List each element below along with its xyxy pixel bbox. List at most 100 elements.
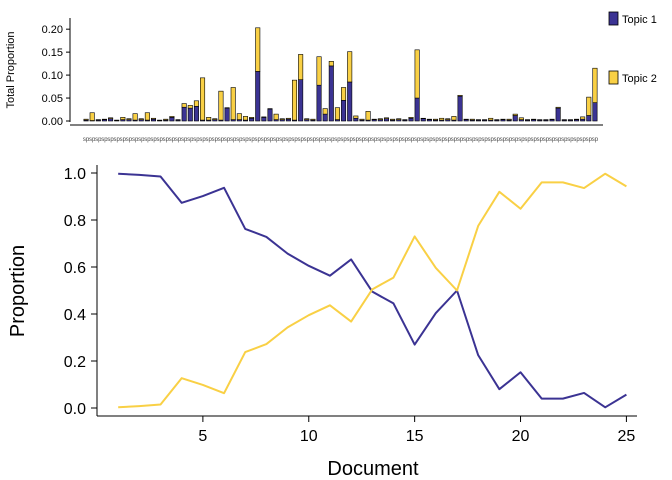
top-x-tick-label: sp [218, 137, 225, 143]
bar-topic2-segment [292, 79, 298, 121]
top-x-tick-label: sp [107, 137, 114, 143]
bottom-y-axis-label: Proportion [7, 245, 29, 337]
bar-topic2-segment [150, 117, 157, 120]
bar-topic2-segment [316, 56, 322, 86]
bottom-line-chart: 0.00.20.40.60.81.0 5 10 15 20 25 Proportion … [7, 165, 637, 480]
bar-topic2-segment [285, 117, 291, 120]
top-x-tick-label: sp [273, 137, 280, 143]
bar-topic2-segment [120, 117, 126, 120]
bar-topic2-segment [273, 113, 279, 120]
legend-swatch-topic1 [608, 11, 619, 26]
top-y-tick-label: 0.10 [42, 70, 63, 82]
top-x-tick-label: sp [561, 137, 568, 143]
top-x-tick-label: sp [530, 137, 537, 143]
top-x-tick-label: sp [383, 137, 390, 143]
series-line-topic1 [118, 172, 627, 409]
top-x-tick-label: sp [377, 137, 384, 143]
top-x-tick-label: sp [481, 137, 488, 143]
top-x-tick-label: sp [334, 137, 341, 143]
bar-topic2-segment [347, 51, 353, 83]
bar-topic1-segment [347, 81, 353, 122]
top-x-tick-label: sp [580, 137, 587, 143]
bar-topic2-segment [230, 87, 236, 120]
bottom-series-group [118, 172, 627, 409]
bottom-y-tick-label: 0.4 [64, 307, 86, 324]
bar-topic1-segment [255, 71, 261, 122]
bar-topic2-segment [445, 118, 451, 120]
top-x-tick-label: sp [402, 137, 409, 143]
top-x-tick-label: sp [132, 137, 139, 143]
top-bars-group [83, 27, 598, 122]
bar-topic1-segment [322, 113, 328, 122]
bar-topic2-segment [89, 112, 95, 121]
bar-topic1-segment [193, 106, 199, 122]
top-x-tick-label: sp [169, 137, 176, 143]
top-x-tick-label: sp [322, 137, 329, 143]
bar-topic1-segment [298, 79, 304, 122]
top-x-tick-label: sp [371, 137, 378, 143]
top-x-tick-label: sp [592, 137, 599, 143]
top-x-tick-label: sp [297, 137, 304, 143]
bar-topic2-segment [187, 105, 193, 109]
bar-topic1-segment [249, 117, 255, 122]
legend-label-topic1: Topic 1 [622, 14, 657, 26]
top-x-tick-label: sp [549, 137, 556, 143]
bar-topic1-segment [267, 108, 273, 122]
top-x-tick-label: sp [353, 137, 360, 143]
bar-topic2-segment [163, 118, 169, 121]
top-x-tick-label: sp [304, 137, 311, 143]
bottom-x-tick-label: 10 [300, 428, 318, 445]
top-x-tick-label: sp [567, 137, 574, 143]
top-x-tick-label: sp [261, 137, 268, 143]
bar-topic2-segment [488, 117, 494, 121]
bar-topic2-segment [457, 94, 463, 97]
bar-topic2-segment [138, 118, 144, 120]
top-x-tick-label: sp [463, 137, 470, 143]
top-x-tick-label: sp [95, 137, 102, 143]
bar-topic1-segment [108, 118, 114, 122]
bar-topic1-segment [408, 117, 414, 122]
bar-topic1-segment [586, 115, 592, 122]
bottom-x-tick-label: 5 [198, 428, 207, 445]
bottom-y-tick-label: 1.0 [64, 166, 86, 183]
top-x-tick-label: sp [488, 137, 495, 143]
top-x-tick-label: sp [316, 137, 323, 143]
bar-topic2-segment [512, 113, 518, 116]
top-x-tick-label: sp [426, 137, 433, 143]
top-x-tick-label: sp [193, 137, 200, 143]
top-x-tick-label: sp [475, 137, 482, 143]
bar-topic1-segment [592, 102, 598, 122]
bar-topic2-segment [377, 118, 383, 120]
top-x-tick-label: sp [328, 137, 335, 143]
top-x-tick-label: sp [432, 137, 439, 143]
bar-topic2-segment [181, 103, 187, 108]
bar-topic1-segment [420, 118, 426, 122]
bar-topic2-segment [334, 107, 340, 120]
bottom-x-axis-label: Document [327, 458, 419, 480]
bar-topic1-segment [512, 115, 518, 122]
bar-topic2-segment [255, 27, 261, 72]
top-x-tick-label: sp [89, 137, 96, 143]
bar-topic2-segment [555, 106, 561, 109]
bar-topic2-segment [580, 116, 586, 120]
bar-topic2-segment [328, 61, 334, 67]
bar-topic2-segment [218, 90, 224, 121]
bar-topic2-segment [126, 118, 132, 120]
bar-topic2-segment [414, 49, 420, 99]
bar-topic2-segment [236, 113, 242, 120]
bar-topic2-segment [390, 118, 396, 121]
bar-topic1-segment [353, 117, 359, 122]
top-x-tick-label: sp [224, 137, 231, 143]
bar-topic1-segment [169, 117, 175, 122]
top-x-tick-label: sp [420, 137, 427, 143]
top-stacked-bar-chart: 0.000.050.100.150.20 sp sp sp sp sp sp sp sp sp s… [5, 11, 657, 143]
top-x-tick-label: sp [518, 137, 525, 143]
top-x-tick-label: sp [120, 137, 127, 143]
top-x-tick-labels-group: sp sp sp sp sp sp sp sp sp sp sp sp sp sp sp sp sp sp sp sp… [83, 137, 599, 143]
top-x-tick-label: sp [408, 137, 415, 143]
bar-topic2-segment [469, 118, 475, 121]
top-x-tick-label: sp [199, 137, 206, 143]
top-x-tick-label: sp [340, 137, 347, 143]
bar-topic1-segment [457, 95, 463, 122]
top-x-tick-label: sp [359, 137, 366, 143]
